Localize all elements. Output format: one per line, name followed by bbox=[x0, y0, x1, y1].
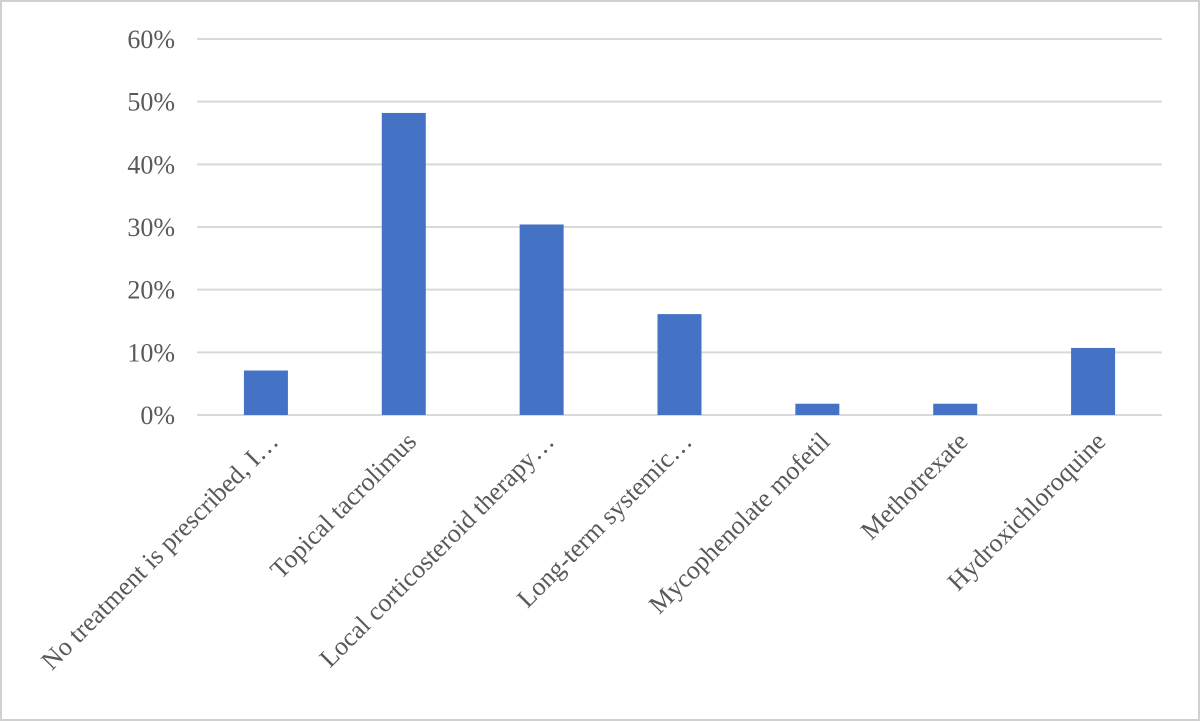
bar bbox=[1071, 347, 1116, 415]
y-tick-label: 10% bbox=[127, 338, 175, 367]
bar bbox=[519, 224, 564, 415]
bar bbox=[381, 112, 426, 416]
bar bbox=[795, 403, 840, 415]
bar bbox=[657, 314, 702, 415]
y-tick-label: 30% bbox=[127, 213, 175, 242]
y-tick-label: 40% bbox=[127, 150, 175, 179]
bar bbox=[933, 403, 978, 415]
y-tick-label: 60% bbox=[127, 25, 175, 54]
bar bbox=[243, 370, 288, 415]
y-tick-label: 20% bbox=[127, 276, 175, 305]
y-tick-label: 0% bbox=[140, 401, 175, 430]
y-tick-label: 50% bbox=[127, 88, 175, 117]
